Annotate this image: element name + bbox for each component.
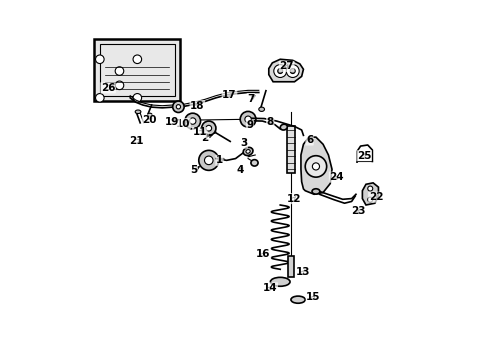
Text: 3: 3 [240, 138, 247, 148]
Circle shape [115, 81, 123, 90]
Circle shape [198, 150, 218, 170]
Circle shape [273, 64, 286, 77]
Circle shape [367, 186, 372, 191]
Text: 26: 26 [101, 83, 115, 93]
Text: 25: 25 [356, 151, 371, 161]
Ellipse shape [243, 147, 252, 156]
FancyBboxPatch shape [100, 44, 175, 96]
Text: 23: 23 [350, 206, 365, 216]
Circle shape [285, 64, 299, 77]
Ellipse shape [270, 277, 289, 286]
Text: 13: 13 [295, 267, 309, 277]
Text: 11: 11 [192, 127, 207, 138]
Text: 7: 7 [247, 94, 254, 104]
Text: 20: 20 [142, 115, 157, 125]
Circle shape [244, 116, 251, 122]
Text: 14: 14 [263, 283, 277, 293]
Circle shape [277, 68, 282, 73]
Circle shape [312, 163, 319, 170]
Text: 16: 16 [256, 249, 270, 259]
Ellipse shape [290, 296, 305, 303]
Circle shape [205, 125, 211, 131]
Text: 8: 8 [266, 117, 273, 127]
Text: 2: 2 [201, 133, 208, 143]
Polygon shape [300, 137, 331, 194]
Circle shape [290, 68, 295, 73]
Ellipse shape [258, 107, 264, 111]
Circle shape [367, 197, 372, 202]
Ellipse shape [147, 113, 152, 116]
Ellipse shape [280, 124, 287, 130]
Text: 17: 17 [222, 90, 236, 100]
Text: 9: 9 [246, 120, 253, 130]
Circle shape [305, 156, 326, 177]
FancyBboxPatch shape [286, 126, 294, 173]
Ellipse shape [135, 110, 141, 113]
Ellipse shape [245, 150, 250, 153]
Text: 24: 24 [329, 172, 343, 182]
Text: 21: 21 [129, 136, 143, 147]
Circle shape [95, 94, 104, 102]
Polygon shape [268, 59, 303, 82]
Circle shape [176, 105, 180, 109]
Text: 4: 4 [236, 165, 244, 175]
Text: 27: 27 [279, 62, 293, 71]
Text: 15: 15 [305, 292, 320, 302]
Polygon shape [362, 183, 378, 205]
Circle shape [133, 94, 142, 102]
Circle shape [172, 101, 184, 112]
Text: 5: 5 [190, 165, 197, 175]
Circle shape [204, 156, 213, 165]
Text: 22: 22 [368, 192, 383, 202]
Ellipse shape [250, 159, 258, 166]
Text: 19: 19 [165, 117, 179, 127]
FancyBboxPatch shape [287, 256, 293, 277]
Text: 10: 10 [176, 118, 190, 129]
Circle shape [201, 121, 216, 135]
Text: 6: 6 [305, 135, 312, 145]
Ellipse shape [210, 129, 215, 134]
Text: 18: 18 [190, 101, 204, 111]
Circle shape [115, 67, 123, 75]
Text: 1: 1 [215, 156, 223, 165]
Circle shape [240, 111, 255, 127]
Ellipse shape [311, 189, 319, 194]
Circle shape [184, 113, 200, 129]
FancyBboxPatch shape [94, 39, 180, 102]
Circle shape [133, 55, 142, 64]
Circle shape [95, 55, 104, 64]
Text: 12: 12 [286, 194, 301, 203]
Circle shape [189, 118, 196, 124]
